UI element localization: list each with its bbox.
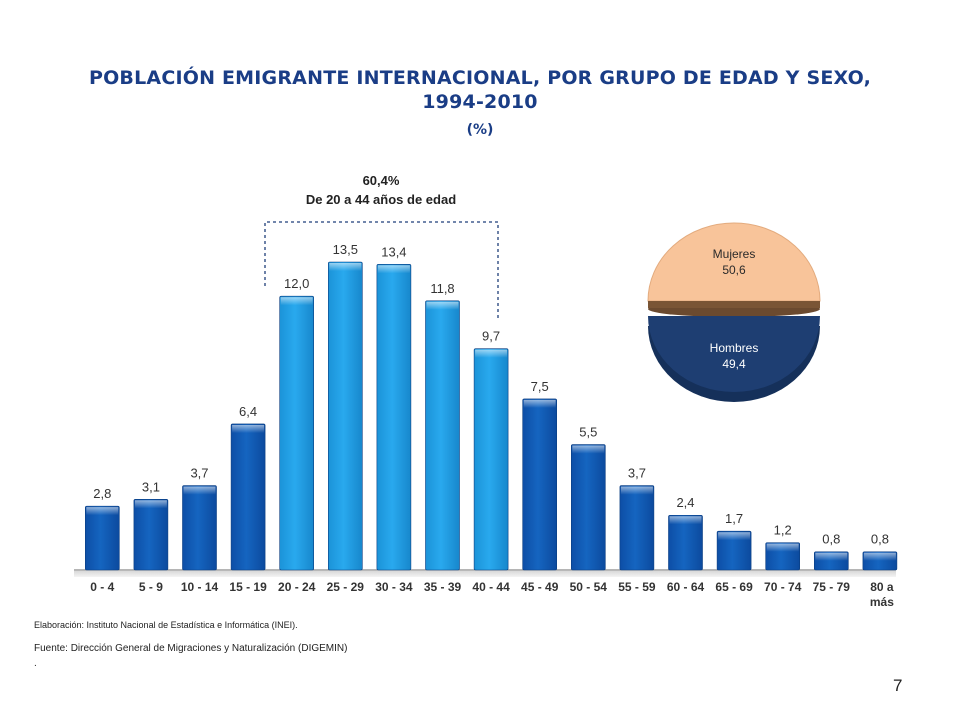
bar-highlight-5 xyxy=(329,263,362,271)
tick-label-5: 25 - 29 xyxy=(327,580,365,594)
tick-label-10: 50 - 54 xyxy=(570,580,608,594)
pie-slice-hombres xyxy=(648,316,820,392)
bar-8 xyxy=(473,348,509,571)
bar-highlight-9 xyxy=(523,399,556,408)
pie-slice-mujeres-edge xyxy=(648,301,820,308)
bar-highlight-7 xyxy=(426,301,459,310)
bar-highlight-1 xyxy=(134,500,167,509)
bar-12 xyxy=(668,514,703,571)
bar-4 xyxy=(279,295,315,571)
bar-2 xyxy=(182,485,217,571)
bar-10 xyxy=(570,444,606,571)
data-label-6: 13,4 xyxy=(381,244,406,259)
bar-highlight-4 xyxy=(280,297,313,306)
bar-highlight-0 xyxy=(86,507,119,516)
bar-highlight-14 xyxy=(766,543,799,552)
footnote-elaboracion: Elaboración: Instituto Nacional de Estad… xyxy=(34,620,298,630)
tick-label-13: 65 - 69 xyxy=(715,580,753,594)
bar-highlight-15 xyxy=(815,552,848,561)
tick-label-8: 40 - 44 xyxy=(472,580,510,594)
bar-3 xyxy=(230,423,266,571)
tick-label-16-b: más xyxy=(870,595,894,609)
tick-label-4: 20 - 24 xyxy=(278,580,316,594)
data-label-2: 3,7 xyxy=(190,466,208,481)
tick-label-2: 10 - 14 xyxy=(181,580,219,594)
title-line-2: 1994-2010 xyxy=(422,91,538,113)
data-label-16: 0,8 xyxy=(871,532,889,547)
tick-label-9: 45 - 49 xyxy=(521,580,559,594)
page-number: 7 xyxy=(893,676,903,695)
bar-highlight-16 xyxy=(863,552,896,561)
tick-label-6: 30 - 34 xyxy=(375,580,413,594)
bar-5 xyxy=(327,261,363,571)
title-line-1: POBLACIÓN EMIGRANTE INTERNACIONAL, POR G… xyxy=(88,67,872,89)
tick-label-7: 35 - 39 xyxy=(424,580,462,594)
pie-slice-mujeres xyxy=(647,222,821,302)
data-label-4: 12,0 xyxy=(284,276,309,291)
bar-highlight-3 xyxy=(232,424,265,433)
footnote-dot: . xyxy=(34,658,37,669)
data-label-8: 9,7 xyxy=(482,329,500,344)
data-label-7: 11,8 xyxy=(430,281,454,296)
bar-highlight-13 xyxy=(718,532,751,541)
data-label-14: 1,2 xyxy=(774,523,792,538)
tick-label-0: 0 - 4 xyxy=(90,580,114,594)
pie-value-hombres: 49,4 xyxy=(722,357,746,371)
tick-label-14: 70 - 74 xyxy=(764,580,802,594)
bar-13 xyxy=(716,530,752,571)
data-label-12: 2,4 xyxy=(676,495,694,510)
annotation-text: De 20 a 44 años de edad xyxy=(306,192,456,207)
data-label-15: 0,8 xyxy=(822,532,840,547)
bar-highlight-2 xyxy=(183,486,216,495)
tick-label-16: 80 a xyxy=(870,580,894,594)
pie-label-mujeres: Mujeres xyxy=(713,247,756,261)
chart-floor xyxy=(74,569,896,577)
tick-label-3: 15 - 19 xyxy=(229,580,267,594)
bar-0 xyxy=(85,505,120,571)
bar-9 xyxy=(522,398,558,571)
pie-value-mujeres: 50,6 xyxy=(722,263,746,277)
bar-7 xyxy=(425,300,460,571)
bar-highlight-11 xyxy=(620,486,653,495)
tick-label-15: 75 - 79 xyxy=(813,580,851,594)
bar-highlight-6 xyxy=(377,265,410,274)
bar-highlight-10 xyxy=(572,445,605,454)
title-unit: (%) xyxy=(466,122,494,138)
pie-label-hombres: Hombres xyxy=(710,341,759,355)
footnote-fuente: Fuente: Dirección General de Migraciones… xyxy=(34,643,348,654)
annotation-value: 60,4% xyxy=(363,173,400,188)
bracket-annotation xyxy=(264,221,499,320)
data-label-10: 5,5 xyxy=(579,425,597,440)
data-label-13: 1,7 xyxy=(725,511,743,526)
data-label-1: 3,1 xyxy=(142,479,160,494)
bar-highlight-12 xyxy=(669,516,702,525)
data-label-5: 13,5 xyxy=(333,242,358,257)
tick-label-11: 55 - 59 xyxy=(618,580,656,594)
chart-title: POBLACIÓN EMIGRANTE INTERNACIONAL, POR G… xyxy=(0,66,960,140)
bar-6 xyxy=(376,263,412,571)
data-label-11: 3,7 xyxy=(628,466,646,481)
data-label-9: 7,5 xyxy=(531,379,549,394)
bar-1 xyxy=(133,498,169,571)
bar-highlight-8 xyxy=(475,349,508,358)
tick-label-12: 60 - 64 xyxy=(667,580,705,594)
bar-11 xyxy=(619,485,655,571)
tick-label-1: 5 - 9 xyxy=(139,580,163,594)
data-label-0: 2,8 xyxy=(93,486,111,501)
data-label-3: 6,4 xyxy=(239,404,257,419)
